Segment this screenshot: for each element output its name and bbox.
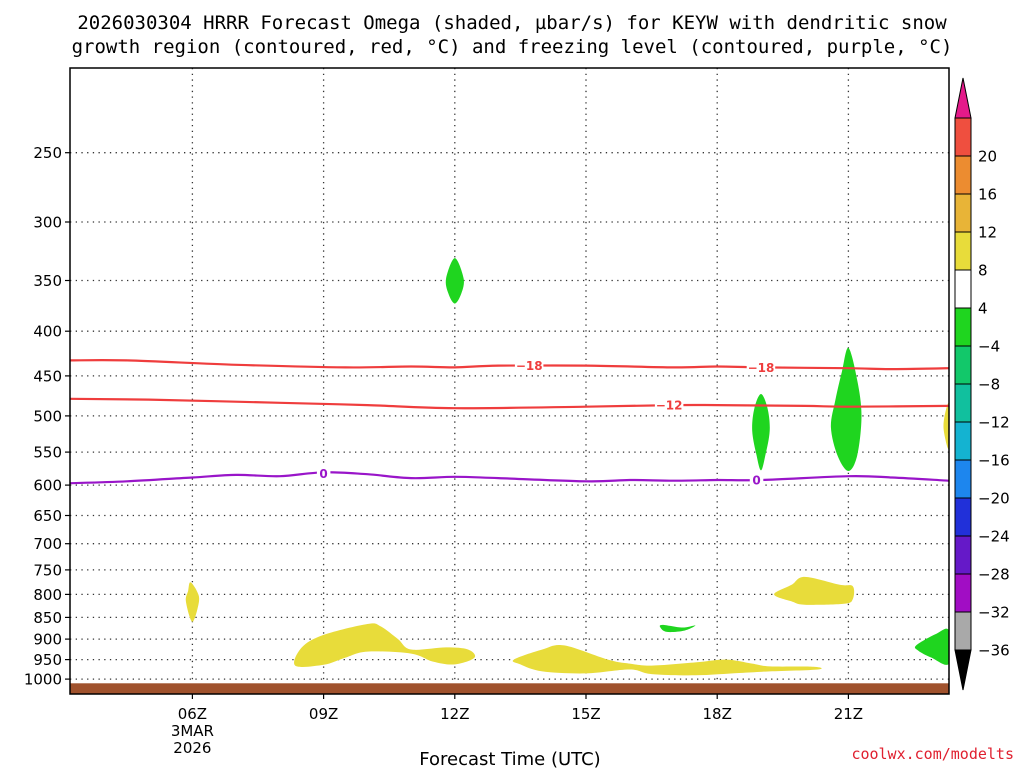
x-tick-date-label: 2026 <box>173 739 211 757</box>
colorbar-tick-label: −32 <box>978 604 1010 622</box>
colorbar-swatch <box>954 497 972 537</box>
y-axis: 250 300 350 400 450 500 550 600 650 700 750 800 850 9… <box>24 144 70 689</box>
colorbar-swatch <box>954 421 972 461</box>
colorbar-tick-label: 12 <box>978 224 997 242</box>
x-tick-label: 21Z <box>834 705 863 723</box>
x-tick-label: 12Z <box>440 705 469 723</box>
colorbar-swatch <box>954 345 972 385</box>
colorbar-swatch <box>954 459 972 499</box>
colorbar-tick-label: 20 <box>978 148 997 166</box>
y-tick-label: 750 <box>33 561 62 579</box>
y-tick-label: 350 <box>33 272 62 290</box>
omega-shaded-region <box>914 628 949 665</box>
contour-label: 0 <box>752 474 760 488</box>
plot-frame <box>69 67 950 695</box>
colorbar-swatch <box>954 611 972 651</box>
omega-shaded-region <box>512 644 822 676</box>
colorbar-swatch <box>954 573 972 613</box>
omega-shaded-region <box>185 582 200 622</box>
x-tick-date-label: 3MAR <box>171 722 214 740</box>
omega-shaded-region <box>752 394 770 471</box>
colorbar-tick-label: 4 <box>978 300 988 318</box>
omega-shaded-region <box>294 623 476 667</box>
x-axis-title: Forecast Time (UTC) <box>419 749 600 768</box>
surface-ground-band <box>70 683 949 694</box>
x-tick-label: 15Z <box>571 705 600 723</box>
colorbar-tick-label: 8 <box>978 262 988 280</box>
contour-label: −18 <box>516 359 543 373</box>
grid-lines <box>70 68 949 694</box>
omega-shaded-region <box>659 624 696 633</box>
y-tick-label: 950 <box>33 651 62 669</box>
contour-labels: −18 −18 −12 0 0 <box>316 358 776 488</box>
omega-shading <box>185 258 949 676</box>
colorbar-tick-label: −24 <box>978 528 1010 546</box>
colorbar-swatch <box>954 231 972 271</box>
chart-title-line-1: 2026030304 HRRR Forecast Omega (shaded, … <box>77 12 947 34</box>
x-tick-label: 18Z <box>703 705 732 723</box>
contour-label-bg <box>316 466 331 481</box>
colorbar-tick-label: −20 <box>978 490 1010 508</box>
omega-shaded-region <box>943 403 949 450</box>
colorbar-tick-label: −12 <box>978 414 1010 432</box>
y-tick-label: 250 <box>33 144 62 162</box>
contour-label-bg <box>746 360 776 375</box>
colorbar-swatch <box>954 269 972 309</box>
contour-label: −12 <box>656 399 683 413</box>
colorbar-low-extend <box>954 649 972 691</box>
colorbar-swatch <box>954 307 972 347</box>
colorbar-tick-label: 16 <box>978 186 997 204</box>
omega-shaded-region <box>830 347 862 471</box>
y-tick-label: 300 <box>33 214 62 232</box>
y-tick-label: 600 <box>33 477 62 495</box>
colorbar-swatch <box>954 117 972 157</box>
dendritic-contour <box>70 397 949 410</box>
y-tick-label: 550 <box>33 444 62 462</box>
x-tick-label: 09Z <box>309 705 338 723</box>
colorbar-tick-label: −8 <box>978 376 1000 394</box>
y-tick-label: 700 <box>33 535 62 553</box>
colorbar-tick-label: −16 <box>978 452 1010 470</box>
surface-band <box>70 683 949 694</box>
y-tick-label: 1000 <box>24 671 62 689</box>
contour-label: −18 <box>748 361 775 375</box>
y-tick-label: 850 <box>33 609 62 627</box>
omega-shaded-region <box>774 576 855 605</box>
colorbar-tick-label: −36 <box>978 642 1010 660</box>
colorbar-swatch <box>954 155 972 195</box>
freezing-level-contour <box>70 471 949 485</box>
x-tick-label: 06Z <box>178 705 207 723</box>
contour-label-bg <box>514 358 544 373</box>
y-tick-label: 400 <box>33 323 62 341</box>
contour-label-bg <box>654 398 684 413</box>
contour-label: 0 <box>319 467 327 481</box>
y-tick-label: 450 <box>33 367 62 385</box>
y-tick-label: 500 <box>33 407 62 425</box>
colorbar: −36 −32 −28 −24 −20 −16 −12 −8 −4 4 8 12 16 20 <box>954 77 1010 691</box>
y-tick-label: 800 <box>33 586 62 604</box>
y-tick-label: 650 <box>33 507 62 525</box>
colorbar-tick-label: −28 <box>978 566 1010 584</box>
colorbar-high-extend <box>954 77 972 119</box>
colorbar-swatch <box>954 383 972 423</box>
colorbar-swatch <box>954 535 972 575</box>
colorbar-tick-label: −4 <box>978 338 1000 356</box>
credit-text: coolwx.com/modelts <box>851 745 1014 763</box>
y-tick-label: 900 <box>33 631 62 649</box>
omega-shaded-region <box>445 258 464 304</box>
contour-label-bg <box>749 473 764 487</box>
colorbar-swatch <box>954 193 972 233</box>
chart-title-line-2: growth region (contoured, red, °C) and f… <box>72 36 953 58</box>
